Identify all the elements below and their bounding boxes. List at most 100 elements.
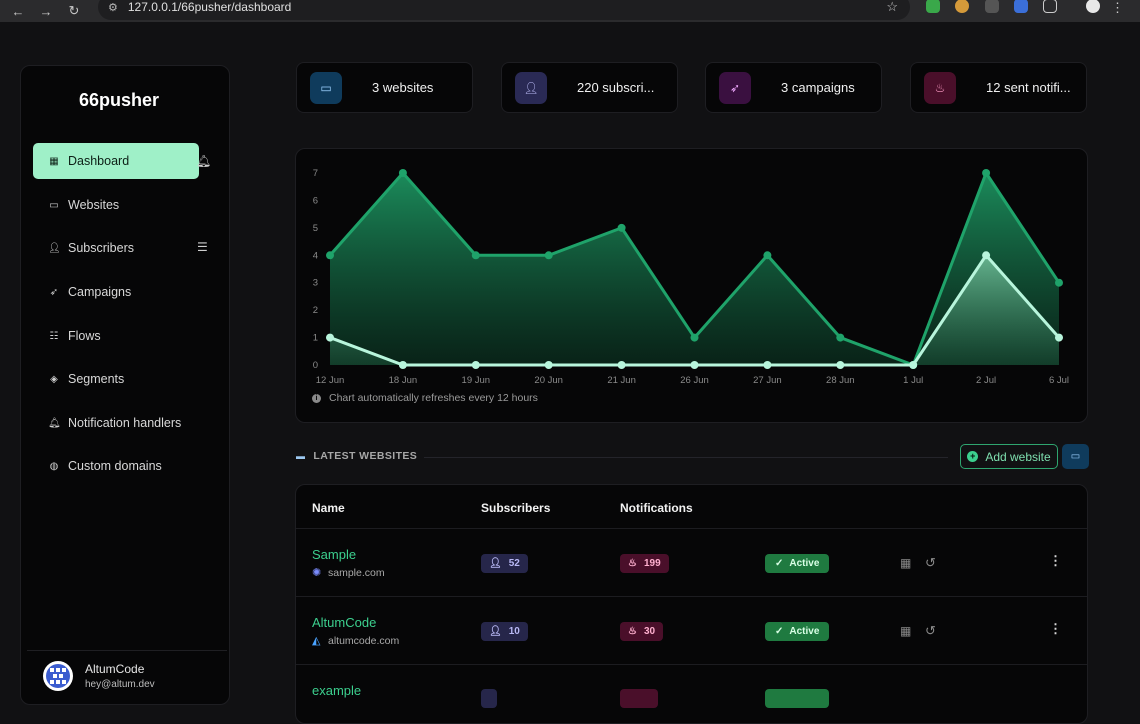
column-header-subscribers: Subscribers bbox=[481, 501, 551, 515]
status-badge: ✓ Active bbox=[765, 622, 830, 641]
y-tick-label: 3 bbox=[313, 278, 318, 289]
add-website-button[interactable]: + Add website bbox=[960, 444, 1058, 469]
notifications-badge[interactable] bbox=[620, 689, 658, 708]
table-row: example bbox=[296, 664, 1087, 723]
browser-icon: ▭ bbox=[310, 71, 342, 104]
rocket-icon: ➶ bbox=[719, 71, 751, 104]
reload-icon[interactable]: ↻ bbox=[68, 3, 80, 18]
calendar-icon[interactable]: ▦ bbox=[900, 624, 912, 638]
extension-icon[interactable] bbox=[985, 0, 999, 13]
website-name-link[interactable]: AltumCode bbox=[312, 615, 377, 630]
notifications-count: 199 bbox=[643, 558, 661, 569]
website-name-link[interactable]: example bbox=[312, 683, 362, 698]
browser-toolbar: ← → ↻ ⚙ 127.0.0.1/66pusher/dashboard ☆ ⋮ bbox=[0, 0, 1140, 22]
y-tick-label: 6 bbox=[313, 195, 318, 206]
calendar-icon[interactable]: ▦ bbox=[900, 556, 912, 570]
bookmark-star-icon[interactable]: ☆ bbox=[886, 0, 898, 14]
x-tick-label: 28 Jun bbox=[826, 375, 855, 386]
chart-refresh-note: i Chart automatically refreshes every 12… bbox=[312, 392, 538, 404]
user-menu[interactable]: AltumCode hey@altum.dev bbox=[27, 650, 227, 691]
stat-card-campaigns[interactable]: ➶ 3 campaigns bbox=[705, 62, 882, 113]
websites-link-button[interactable]: ▭ bbox=[1062, 444, 1089, 469]
stat-label: 3 websites bbox=[372, 80, 434, 95]
sidebar-item-flows[interactable]: ☷ Flows bbox=[33, 318, 199, 354]
sidebar-item-websites[interactable]: ▭ Websites bbox=[33, 187, 199, 223]
sidebar-item-segments[interactable]: ◈ Segments bbox=[33, 361, 199, 397]
subscribers-badge[interactable]: 👤︎ 10 bbox=[481, 622, 528, 641]
avatar[interactable] bbox=[43, 661, 73, 691]
browser-menu-icon[interactable]: ⋮ bbox=[1111, 0, 1124, 15]
data-point bbox=[326, 333, 334, 342]
sidebar-item-notification-handlers[interactable]: 🔔︎ Notification handlers bbox=[33, 405, 199, 441]
browser-icon: ▬ bbox=[296, 451, 306, 461]
user-check-icon: 👤︎ bbox=[489, 626, 502, 637]
status-badge bbox=[765, 689, 829, 708]
column-header-notifications: Notifications bbox=[620, 501, 693, 515]
notifications-badge[interactable]: ♨ 30 bbox=[620, 622, 664, 641]
section-title: LATEST WEBSITES bbox=[313, 450, 418, 462]
stat-card-subscribers[interactable]: 👤︎ 220 subscri... bbox=[501, 62, 678, 113]
extension-icon[interactable] bbox=[1014, 0, 1028, 13]
websites-table: Name Subscribers Notifications Sample ✺ … bbox=[295, 484, 1088, 724]
website-name-link[interactable]: Sample bbox=[312, 547, 357, 562]
data-point bbox=[471, 251, 480, 260]
stat-card-sent-notifications[interactable]: ♨ 12 sent notifi... bbox=[910, 62, 1087, 113]
x-tick-label: 18 Jun bbox=[389, 375, 418, 386]
extension-icon[interactable] bbox=[926, 0, 940, 13]
data-point bbox=[544, 251, 553, 260]
y-tick-label: 7 bbox=[313, 168, 318, 179]
sidebar-item-dashboard[interactable]: ▦ Dashboard bbox=[33, 143, 199, 179]
sidebar-item-campaigns[interactable]: ➶ Campaigns bbox=[33, 274, 199, 310]
bell-icon: 🔔︎ bbox=[48, 417, 61, 429]
fire-icon: ♨ bbox=[924, 71, 956, 104]
more-options-icon[interactable]: ⋮ bbox=[1049, 621, 1062, 636]
sidebar-item-label: Flows bbox=[68, 329, 101, 343]
globe-icon: ◍ bbox=[49, 460, 59, 472]
subscribers-badge[interactable]: 👤︎ 52 bbox=[481, 554, 528, 573]
extensions-puzzle-icon[interactable] bbox=[1043, 0, 1057, 13]
x-tick-label: 19 Jun bbox=[462, 375, 491, 386]
sidebar-item-label: Subscribers bbox=[68, 241, 134, 255]
data-point bbox=[982, 169, 991, 177]
stat-label: 3 campaigns bbox=[781, 80, 855, 95]
back-arrow-icon[interactable]: ← bbox=[11, 3, 25, 19]
sidebar-item-label: Custom domains bbox=[68, 459, 162, 473]
x-tick-label: 21 Jun bbox=[607, 375, 636, 386]
site-settings-icon[interactable]: ⚙ bbox=[108, 1, 118, 14]
user-check-icon: 👤︎ bbox=[48, 242, 61, 254]
website-domain-text: sample.com bbox=[328, 567, 385, 579]
check-icon: ✓ bbox=[775, 558, 784, 569]
subscribers-badge[interactable] bbox=[481, 689, 497, 708]
profile-avatar-icon[interactable] bbox=[1086, 0, 1100, 13]
stat-label: 12 sent notifi... bbox=[986, 80, 1071, 95]
more-options-icon[interactable]: ⋮ bbox=[1049, 553, 1062, 568]
hamburger-icon[interactable]: ☰ bbox=[197, 240, 208, 254]
stat-card-websites[interactable]: ▭ 3 websites bbox=[296, 62, 473, 113]
sidebar-item-subscribers[interactable]: 👤︎ Subscribers bbox=[33, 230, 199, 266]
history-icon[interactable]: ↺ bbox=[925, 555, 936, 570]
sidebar-item-label: Campaigns bbox=[68, 285, 132, 299]
favicon-icon: ◭ bbox=[312, 635, 321, 647]
bell-icon[interactable]: 🔔︎ bbox=[196, 154, 212, 168]
data-point bbox=[544, 361, 553, 369]
avatar-pattern-icon bbox=[46, 664, 70, 688]
extension-icon[interactable] bbox=[955, 0, 969, 13]
brand-logo[interactable]: 66pusher bbox=[78, 90, 160, 110]
forward-arrow-icon[interactable]: → bbox=[39, 3, 53, 19]
x-tick-label: 1 Jul bbox=[903, 375, 923, 386]
notifications-badge[interactable]: ♨ 199 bbox=[620, 554, 669, 573]
series-area bbox=[330, 173, 1059, 365]
grid-icon: ▦ bbox=[49, 155, 59, 167]
page: 66pusher ▦ Dashboard 🔔︎ ▭ Websites 👤︎ Su… bbox=[0, 22, 1140, 724]
data-point bbox=[982, 251, 991, 260]
y-tick-label: 2 bbox=[313, 305, 318, 316]
info-icon: i bbox=[312, 393, 321, 403]
data-point bbox=[617, 223, 626, 232]
address-bar[interactable]: ⚙ 127.0.0.1/66pusher/dashboard ☆ bbox=[98, 0, 910, 20]
sidebar-item-custom-domains[interactable]: ◍ Custom domains bbox=[33, 448, 199, 484]
area-chart: 0 1 2 3 4 5 6 7 12 Jun 18 Jun 19 Jun 20 Jun 21 Jun 26… bbox=[313, 168, 1069, 386]
history-icon[interactable]: ↺ bbox=[925, 623, 936, 638]
table-row: Sample ✺ sample.com 👤︎ 52 ♨ 199 ✓ Active… bbox=[296, 528, 1087, 596]
stat-label: 220 subscri... bbox=[577, 80, 655, 95]
sidebar-item-label: Notification handlers bbox=[68, 416, 182, 430]
